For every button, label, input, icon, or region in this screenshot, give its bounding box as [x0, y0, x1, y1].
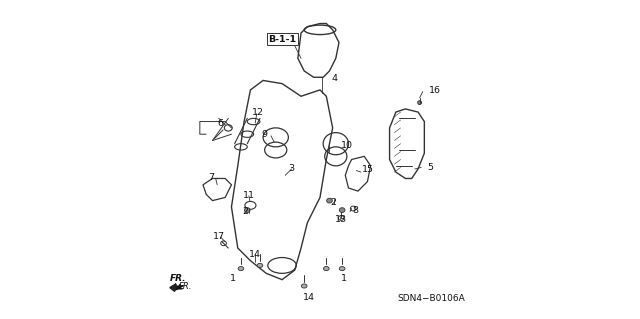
Text: 3: 3	[289, 165, 294, 174]
Text: 1: 1	[230, 274, 236, 283]
Text: 1: 1	[340, 274, 346, 283]
Text: 2: 2	[330, 198, 337, 207]
Ellipse shape	[323, 267, 329, 271]
Polygon shape	[170, 284, 180, 291]
Text: 15: 15	[362, 165, 374, 174]
Ellipse shape	[418, 101, 422, 105]
Text: 10: 10	[340, 141, 353, 150]
Text: 14: 14	[303, 293, 315, 301]
Text: B-1-1: B-1-1	[268, 35, 296, 44]
Text: 4: 4	[331, 74, 337, 83]
Ellipse shape	[301, 284, 307, 288]
Text: 7: 7	[209, 173, 214, 182]
Text: 17: 17	[212, 232, 225, 241]
Text: FR.: FR.	[170, 274, 186, 283]
Ellipse shape	[339, 208, 345, 212]
Text: 11: 11	[243, 191, 255, 200]
Ellipse shape	[238, 267, 244, 271]
Text: FR.: FR.	[179, 282, 193, 292]
Text: 9: 9	[262, 130, 268, 139]
Text: 12: 12	[252, 108, 264, 116]
Text: 6: 6	[217, 119, 223, 128]
Ellipse shape	[257, 263, 263, 268]
Ellipse shape	[326, 198, 332, 203]
Ellipse shape	[244, 208, 250, 212]
Text: 5: 5	[428, 163, 433, 172]
Text: 2: 2	[243, 207, 248, 216]
Ellipse shape	[339, 267, 345, 271]
Text: 16: 16	[429, 86, 441, 95]
Text: 14: 14	[249, 250, 261, 259]
Text: SDN4−B0106A: SDN4−B0106A	[397, 294, 465, 303]
Text: 13: 13	[335, 215, 348, 224]
Text: 8: 8	[353, 206, 358, 215]
